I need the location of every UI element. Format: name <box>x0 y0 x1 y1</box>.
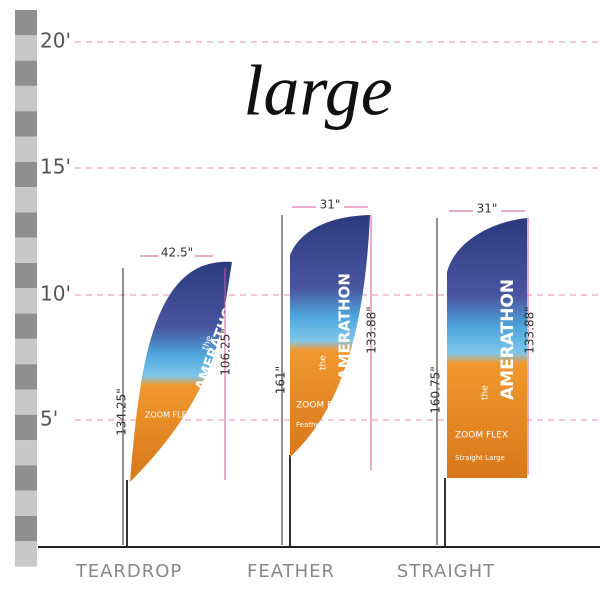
ruler-stripe <box>15 440 37 466</box>
size: Straight Large <box>455 454 505 462</box>
brand-small: the <box>481 385 491 400</box>
straight-flag: the AMERATHON ZOOM FLEX Straight Large 3… <box>397 200 537 582</box>
brand: AMERATHON <box>498 279 518 400</box>
ruler-mark: 10' <box>40 282 71 306</box>
ruler-stripe <box>15 187 37 213</box>
pole-height-label: 160.75" <box>429 366 443 414</box>
ruler-stripe <box>15 237 37 263</box>
ruler-stripe <box>15 465 37 491</box>
ruler-stripe <box>15 516 37 542</box>
width-label: 31" <box>320 198 341 212</box>
label-bg <box>473 200 501 214</box>
ruler <box>15 10 37 567</box>
product: ZOOM FLEX <box>296 401 349 411</box>
label-bg <box>316 196 344 210</box>
ruler-stripe <box>15 263 37 289</box>
ruler-stripe <box>15 414 37 441</box>
label-bg <box>159 244 195 258</box>
category-label: FEATHER <box>247 561 335 582</box>
flag <box>447 218 527 478</box>
brand: AMERATHON <box>336 273 354 380</box>
flag <box>290 215 370 457</box>
ruler-stripe <box>15 364 37 390</box>
ruler-stripe <box>15 490 37 516</box>
pole-height-label: 134.25" <box>115 388 129 436</box>
ruler-stripe <box>15 136 37 162</box>
brand-small: the <box>201 334 216 352</box>
flag-height-label: 133.88" <box>365 306 379 354</box>
product: ZOOM FLEX <box>145 411 193 420</box>
ruler-mark: 15' <box>40 155 71 179</box>
teardrop-flag: the AMERATHON ZOOM FLEX 42.5" 134.25" 10… <box>75 244 242 582</box>
ruler-stripe <box>15 338 37 365</box>
width-label: 31" <box>477 202 498 216</box>
ruler-stripe <box>15 111 37 137</box>
ruler-stripe <box>15 389 37 415</box>
pole-height-label: 161" <box>274 366 288 394</box>
ruler-mark: 5' <box>40 407 58 431</box>
ruler-stripe <box>15 288 37 314</box>
title: large <box>243 51 392 131</box>
flag-height-label: 106.25" <box>219 328 233 376</box>
ruler-stripe <box>15 313 37 339</box>
feather-flag: the AMERATHON ZOOM FLEX Feather Large 31… <box>247 196 379 582</box>
ruler-stripe <box>15 85 37 112</box>
ruler-stripe <box>15 212 37 238</box>
ruler-stripe <box>15 60 37 86</box>
ruler-mark: 20' <box>40 29 71 53</box>
ruler-stripe <box>15 541 37 567</box>
category-label: STRAIGHT <box>397 561 495 582</box>
flag <box>130 261 232 482</box>
ruler-stripe <box>15 35 37 61</box>
ruler-stripe <box>15 161 37 188</box>
brand-small: the <box>319 355 329 370</box>
width-label: 42.5" <box>161 246 193 260</box>
flag-height-label: 133.88" <box>523 306 537 354</box>
category-label: TEARDROP <box>75 561 183 582</box>
size: Feather Large <box>296 421 345 429</box>
product: ZOOM FLEX <box>455 431 508 441</box>
ruler-stripe <box>15 10 37 36</box>
